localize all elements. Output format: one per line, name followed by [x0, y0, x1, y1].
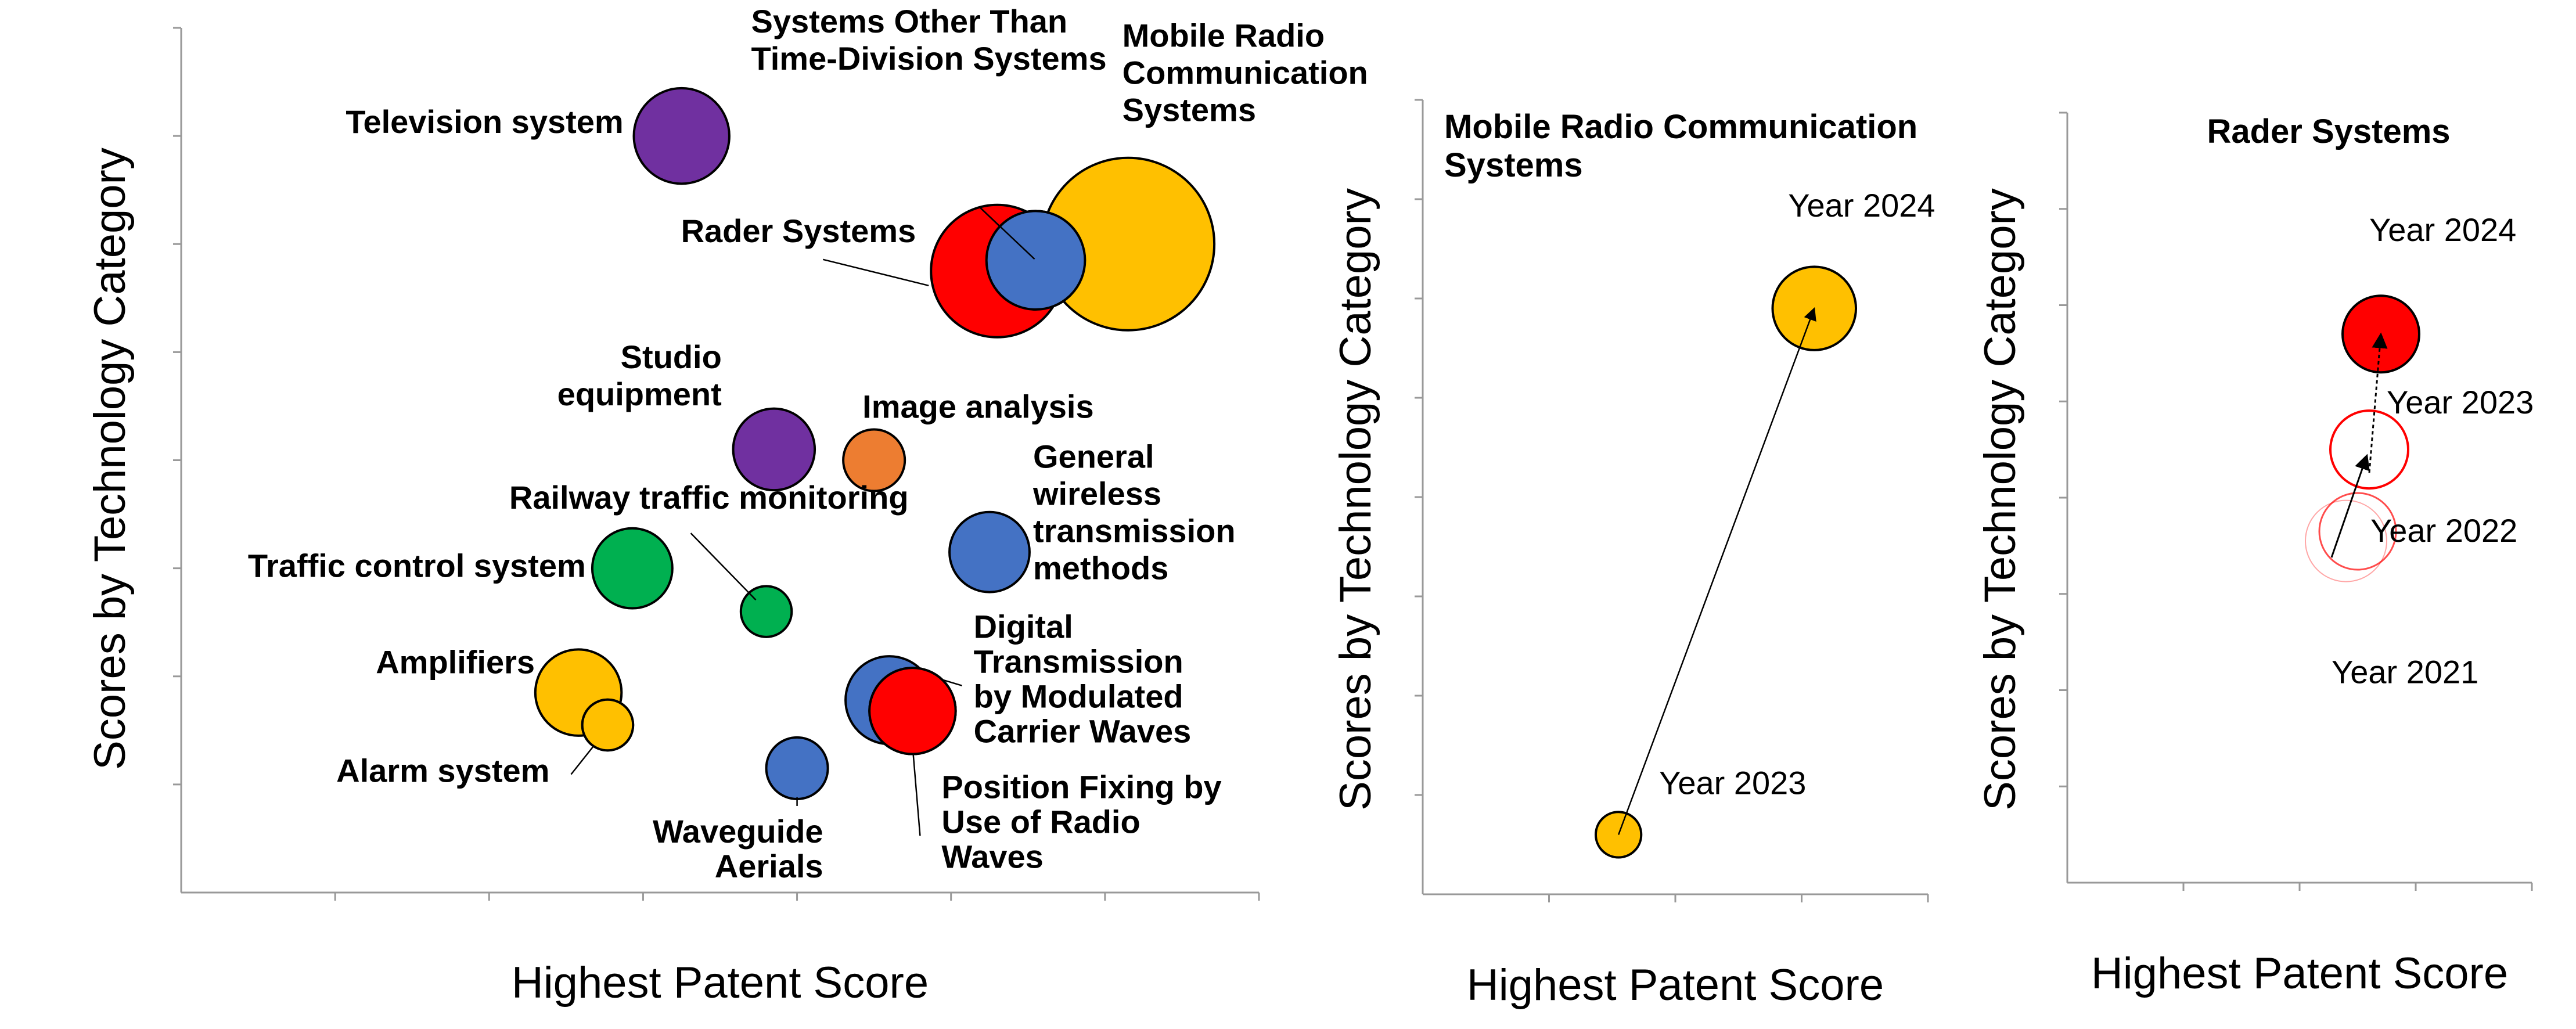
- chart-title: Mobile Radio Communication Systems: [1444, 108, 1917, 184]
- trajectory-arrow-year-2023-to-year-2024: [1617, 307, 1816, 835]
- x-axis-label: Highest Patent Score: [2091, 949, 2508, 998]
- leader-line: [822, 258, 929, 286]
- point-label-general-wireless-transmission-methods: General wireless transmission methods: [1032, 438, 1236, 587]
- y-axis-label: Scores by Technology Category: [85, 147, 135, 770]
- chart-title: Rader Systems: [2207, 113, 2450, 150]
- point-label-television-system: Television system: [346, 103, 623, 140]
- point-label-image-analysis: Image analysis: [862, 388, 1093, 425]
- y-axis-label: Scores by Technology Category: [1331, 188, 1380, 811]
- point-label-year-2022: Year 2022: [2370, 512, 2517, 549]
- bubble-multiplex-communication-systems-other-than-time-division-systems-front: [985, 210, 1086, 311]
- bubble-image-analysis: [842, 428, 906, 492]
- point-label-year-2024: Year 2024: [1788, 187, 1935, 224]
- bubble-alarm-system-front: [581, 698, 635, 752]
- chart-panel-1: Highest Patent Score Scores by Technology…: [85, 0, 1368, 1008]
- point-label-year-2023: Year 2023: [1659, 764, 1806, 801]
- leader-line: [980, 207, 1035, 260]
- bubble-traffic-control-system: [591, 527, 674, 610]
- bubble-studio-equipment: [732, 407, 816, 492]
- point-label-waveguide-aerials: Waveguide Aerials: [653, 813, 823, 884]
- x-axis-label: Highest Patent Score: [1467, 960, 1884, 1010]
- point-label-multiplex-communication-systems-other-than-time-division-systems: MultiplexCommunicationSystems Other Than…: [751, 0, 1107, 77]
- point-label-mobile-radio-communication-systems: Mobile Radio Communication Systems: [1122, 17, 1368, 128]
- point-label-year-2024: Year 2024: [2369, 211, 2516, 248]
- point-label-studio-equipment: Studio equipment: [557, 339, 722, 412]
- point-label-traffic-control-system: Traffic control system: [248, 548, 586, 584]
- bubble-position-fixing-by-use-of-radio-waves-front: [868, 667, 957, 755]
- chart-panel-3: Highest Patent Score Scores by Technology…: [1976, 111, 2534, 998]
- y-axis-label: Scores by Technology Category: [1976, 188, 2025, 811]
- point-label-amplifiers: Amplifiers: [376, 644, 535, 681]
- trajectory-arrow-year-2023-to-year-2024: [2368, 332, 2388, 473]
- trajectory-arrow-year-2022-to-year-2023: [2330, 454, 2370, 558]
- bubble-year-2021: [2305, 499, 2387, 582]
- point-label-railway-traffic-monitoring: Railway traffic monitoring: [509, 479, 909, 516]
- bubble-railway-traffic-monitoring: [739, 585, 793, 638]
- x-axis-label: Highest Patent Score: [512, 958, 929, 1008]
- point-label-year-2021: Year 2021: [2332, 654, 2478, 690]
- bubble-waveguide-aerials: [765, 736, 829, 800]
- point-label-year-2023: Year 2023: [2387, 384, 2534, 420]
- point-label-alarm-system: Alarm system: [336, 753, 549, 789]
- leader-line: [912, 746, 921, 836]
- bubble-year-2023: [2329, 409, 2409, 490]
- point-label-digital-transmission-by-modulated-carrier-waves: Digital Transmission by Modulated Carrier W…: [974, 609, 1192, 750]
- point-label-position-fixing-by-use-of-radio-waves: Position Fixing by Use of Radio Waves: [941, 768, 1221, 875]
- leader-line: [690, 533, 757, 600]
- bubble-year-2022: [2318, 492, 2397, 571]
- bubble-television-system: [632, 87, 731, 185]
- bubble-general-wireless-transmission-methods: [948, 510, 1031, 593]
- chart-panel-2: Highest Patent Score Scores by Technology…: [1331, 99, 1935, 1010]
- point-label-rader-systems: Rader Systems: [681, 213, 916, 249]
